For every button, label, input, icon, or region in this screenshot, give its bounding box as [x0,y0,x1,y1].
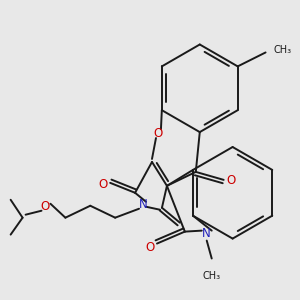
Text: O: O [41,200,50,213]
Text: O: O [153,127,163,140]
Text: O: O [226,174,235,188]
Text: N: N [139,198,147,211]
Text: O: O [99,178,108,191]
Text: O: O [146,241,154,254]
Text: CH₃: CH₃ [274,46,292,56]
Text: CH₃: CH₃ [203,272,221,281]
Text: N: N [202,227,211,240]
